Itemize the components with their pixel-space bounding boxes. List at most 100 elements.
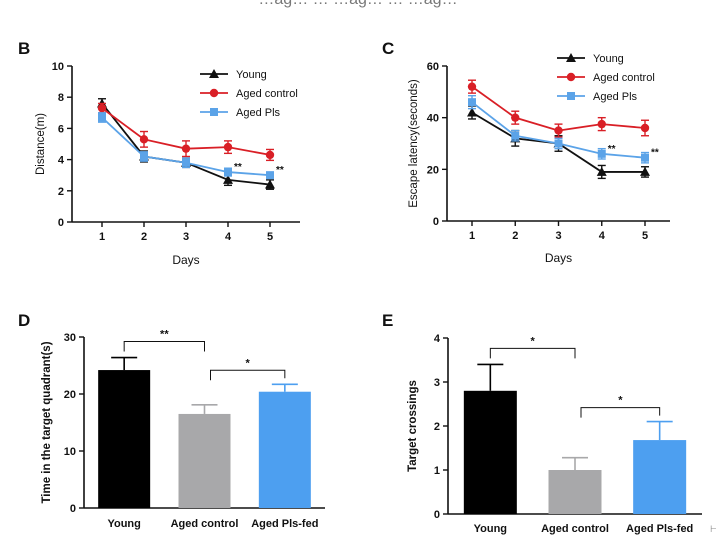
category-label: Aged control (171, 518, 239, 530)
significance-annotation: ** (608, 144, 616, 155)
marker-triangle (596, 166, 607, 176)
marker-square (554, 139, 563, 148)
y-tick-label: 20 (64, 389, 76, 401)
bar (258, 391, 311, 508)
y-tick-label: 4 (58, 155, 65, 167)
panel-label: E (382, 311, 393, 330)
x-tick-label: 1 (469, 230, 475, 242)
panel-B: B 0 2 4 6 8 10 Distance(m) 1 2 3 4 5 Days Young Aged co… (18, 39, 300, 267)
x-tick-label: 4 (599, 230, 606, 242)
marker-triangle (209, 69, 219, 78)
significance-bracket (580, 407, 661, 418)
significance-label: * (246, 357, 251, 369)
bar (98, 370, 151, 508)
legend-label: Aged control (236, 88, 298, 100)
series-aged-pls (468, 95, 649, 164)
category-label: Aged control (541, 523, 609, 535)
marker-triangle (640, 166, 650, 176)
marker-square (511, 131, 520, 140)
x-tick-label: 2 (141, 231, 147, 243)
x-tick-label: 2 (512, 230, 518, 242)
marker-square (468, 98, 476, 107)
category-label: Aged Pls-fed (626, 523, 693, 535)
series-aged-control (97, 102, 275, 162)
marker-circle (181, 144, 191, 153)
marker-square (182, 158, 190, 167)
bar (633, 440, 687, 514)
marker-square (140, 152, 148, 161)
legend-label: Young (593, 53, 624, 65)
y-tick-label: 2 (434, 421, 440, 433)
marker-square (567, 92, 575, 100)
panel-label: C (382, 39, 394, 58)
marker-triangle (223, 174, 233, 184)
category-label: Young (107, 518, 140, 530)
x-tick-label: 3 (183, 231, 189, 243)
significance-bracket (489, 347, 576, 359)
marker-square (224, 168, 232, 177)
marker-circle (554, 126, 563, 135)
marker-square (266, 171, 274, 180)
y-axis-label: Distance(m) (35, 113, 47, 175)
marker-triangle (566, 53, 576, 62)
marker-square (641, 153, 649, 162)
significance-label: ** (160, 329, 169, 341)
significance-annotation: ** (234, 162, 242, 173)
y-tick-label: 8 (58, 92, 64, 104)
x-tick-label: 4 (225, 231, 232, 243)
panel-E: E 0 1 2 3 4 Target crossings Young Aged control A… (382, 311, 702, 535)
x-axis-label: Days (545, 251, 572, 265)
marker-circle (139, 135, 149, 144)
marker-square (597, 149, 606, 158)
bar (178, 413, 231, 508)
series-aged-pls (98, 112, 274, 180)
marker-circle (467, 82, 477, 91)
marker-circle (223, 142, 233, 152)
y-tick-label: 0 (70, 503, 76, 515)
significance-bracket (123, 341, 205, 352)
x-tick-label: 3 (555, 230, 561, 242)
marker-triangle (467, 107, 477, 117)
panel-label: D (18, 311, 30, 330)
y-tick-label: 10 (64, 446, 76, 458)
series-aged-control (467, 79, 650, 138)
cursor-mark: ⊢ (710, 524, 716, 535)
x-tick-label: 5 (642, 230, 648, 242)
significance-annotation: ** (276, 165, 284, 176)
marker-circle (97, 103, 107, 113)
top-residual-text: …ag… … …ag… … …ag… (258, 0, 457, 8)
y-tick-label: 1 (434, 465, 440, 477)
marker-circle (265, 150, 275, 160)
y-tick-label: 10 (52, 61, 64, 73)
marker-circle (566, 72, 576, 82)
bar (463, 390, 517, 514)
significance-label: * (618, 395, 623, 407)
y-axis-label: Target crossings (407, 380, 419, 472)
y-tick-label: 40 (427, 113, 439, 125)
y-axis-label: Time in the target quadrant(s) (41, 341, 53, 503)
x-axis-label: Days (172, 253, 199, 267)
y-tick-label: 4 (434, 333, 441, 345)
marker-circle (597, 119, 606, 129)
y-tick-label: 60 (427, 61, 439, 73)
significance-label: * (531, 335, 536, 347)
marker-triangle (265, 179, 275, 189)
y-axis-label: Escape latency(seconds) (408, 79, 420, 208)
marker-circle (640, 123, 650, 133)
y-tick-label: 6 (58, 123, 64, 135)
y-tick-label: 0 (433, 216, 439, 228)
significance-bracket (210, 369, 286, 381)
marker-square (210, 108, 218, 116)
y-tick-label: 3 (434, 377, 440, 389)
panel-D: D 0 10 20 30 Time in the target quadrant(s) Yo… (18, 311, 325, 530)
x-tick-label: 5 (267, 231, 273, 243)
bar (548, 470, 602, 514)
legend-label: Aged Pls (593, 91, 638, 103)
y-tick-label: 2 (58, 186, 64, 198)
y-tick-label: 0 (434, 509, 440, 521)
x-tick-label: 1 (99, 231, 105, 243)
y-tick-label: 30 (64, 332, 76, 344)
legend-label: Aged Pls (236, 107, 281, 119)
